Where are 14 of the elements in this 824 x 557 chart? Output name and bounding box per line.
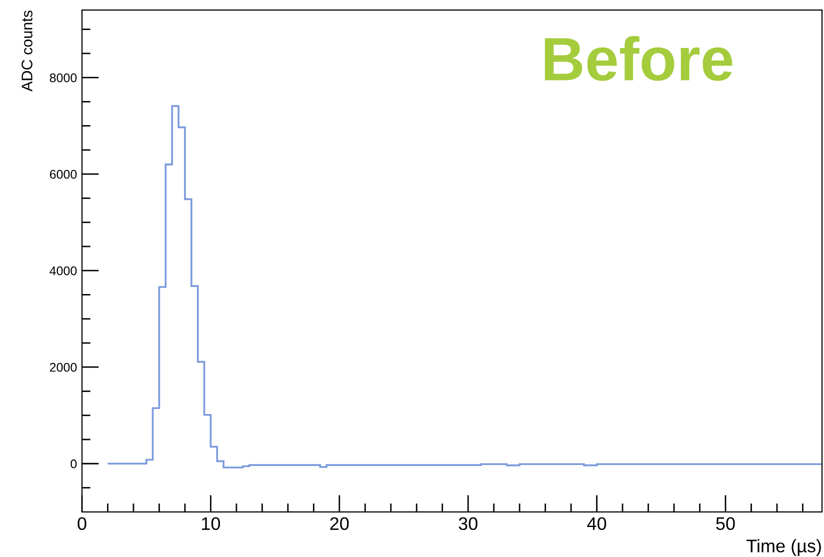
y-tick-label: 8000 [50,73,77,82]
y-axis-title: ADC counts [22,10,32,92]
x-tick-label: 0 [78,517,86,530]
x-tick-label: 10 [202,517,220,530]
x-tick-label: 40 [587,517,606,530]
x-tick-label: 50 [716,517,735,530]
y-tick-label: 2000 [50,362,77,372]
x-tick-label: 30 [458,517,478,530]
x-axis-title: Time (µs) [746,539,821,556]
y-tick-label: 0 [70,459,77,468]
x-tick-label: 20 [330,517,349,530]
y-tick-label: 4000 [50,266,77,276]
y-tick-label: 6000 [50,170,77,179]
annotation: Before [544,36,732,81]
